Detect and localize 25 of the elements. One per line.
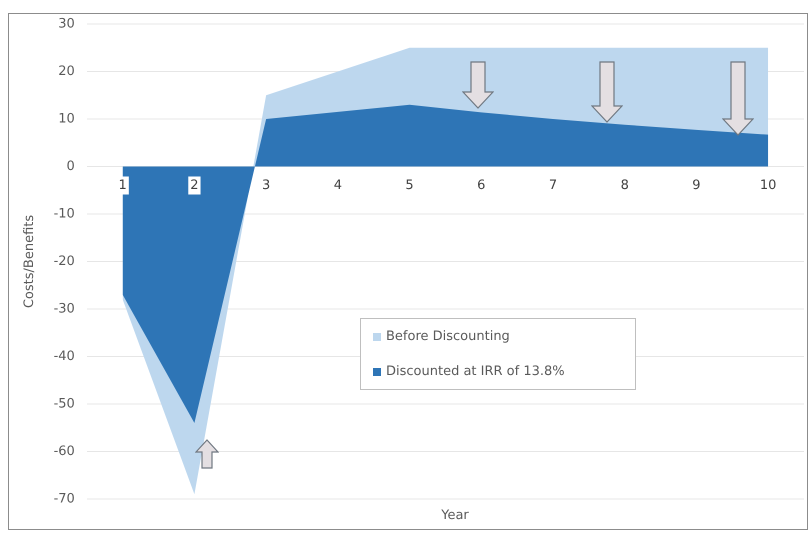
x-tick-label: 5 xyxy=(405,178,414,193)
y-tick-label: 30 xyxy=(58,16,75,32)
x-tick-label: 10 xyxy=(760,178,776,193)
x-tick-label: 8 xyxy=(620,178,629,193)
legend-label: Discounted at IRR of 13.8% xyxy=(386,364,565,379)
y-tick-label: -70 xyxy=(54,491,75,506)
x-tick-label: 6 xyxy=(477,178,486,193)
y-tick-label: -20 xyxy=(54,254,75,269)
y-tick-label: -60 xyxy=(54,444,75,459)
y-tick-label: 0 xyxy=(66,158,75,174)
x-tick-label: 7 xyxy=(548,178,558,193)
x-tick-label: 4 xyxy=(334,178,342,193)
x-tick-label: 2 xyxy=(190,178,199,193)
x-axis-title: Year xyxy=(440,508,470,523)
x-tick-label: 1 xyxy=(118,178,127,193)
y-tick-label: 10 xyxy=(58,111,75,126)
legend-label: Before Discounting xyxy=(386,329,510,344)
x-tick-label: 9 xyxy=(692,178,701,193)
y-tick-label: -10 xyxy=(54,206,75,222)
y-tick-label: 20 xyxy=(58,64,75,79)
y-tick-label: -50 xyxy=(54,396,75,412)
y-tick-label: -30 xyxy=(54,301,75,316)
y-tick-label: -40 xyxy=(54,348,75,364)
y-axis-title: Costs/Benefits xyxy=(22,214,38,308)
x-tick-label: 3 xyxy=(262,178,270,193)
